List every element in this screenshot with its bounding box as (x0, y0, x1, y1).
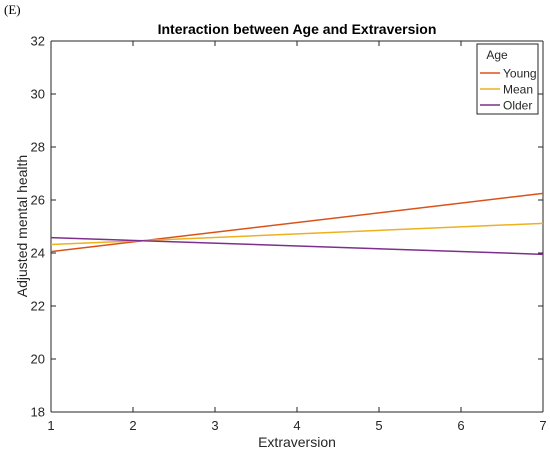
x-tick-label: 7 (539, 418, 546, 433)
x-tick-label: 5 (375, 418, 382, 433)
legend-label-older: Older (503, 99, 532, 113)
legend-title: Age (486, 48, 508, 62)
legend: Age Young Mean Older (476, 43, 539, 115)
x-tick-label: 6 (457, 418, 464, 433)
legend-label-mean: Mean (503, 83, 533, 97)
y-tick-label: 24 (31, 246, 45, 261)
y-tick-label: 18 (31, 405, 45, 420)
panel-label: (E) (4, 2, 21, 17)
series-line-young (50, 192, 544, 253)
chart-title: Interaction between Age and Extraversion (158, 21, 437, 37)
series-line-older (50, 236, 544, 256)
series-line-mean (50, 222, 544, 246)
legend-box (476, 43, 539, 115)
x-tick-label: 2 (129, 418, 136, 433)
legend-label-young: Young (503, 67, 537, 81)
y-tick-label: 26 (31, 193, 45, 208)
x-tick-label: 1 (47, 418, 54, 433)
y-tick-label: 20 (31, 352, 45, 367)
x-axis-label: Extraversion (258, 434, 336, 450)
y-tick-label: 22 (31, 299, 45, 314)
y-tick-label: 30 (31, 87, 45, 102)
plot-area: 1 2 3 4 5 6 7 18 20 22 24 26 28 30 32 (31, 34, 547, 434)
y-tick-label: 32 (31, 34, 45, 49)
x-tick-label: 3 (211, 418, 218, 433)
y-tick-label: 28 (31, 140, 45, 155)
x-tick-label: 4 (293, 418, 300, 433)
y-axis-label: Adjusted mental health (14, 155, 30, 297)
